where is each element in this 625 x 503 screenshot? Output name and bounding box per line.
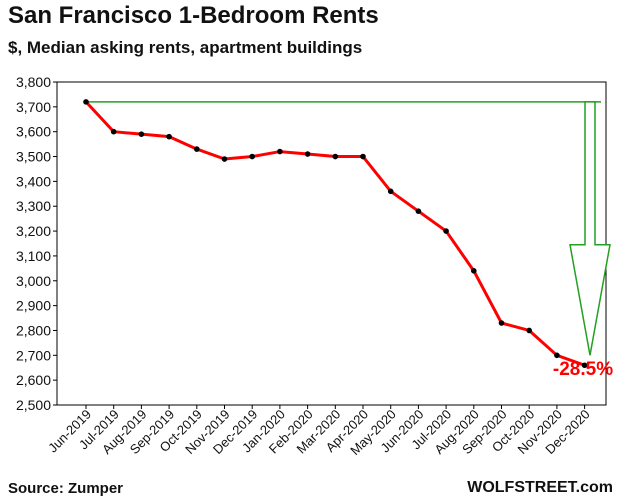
- data-point: [526, 327, 532, 334]
- data-point: [471, 268, 477, 274]
- data-point: [554, 352, 560, 359]
- data-point: [304, 151, 311, 157]
- y-tick-label: 2,700: [16, 347, 51, 363]
- y-tick-label: 2,500: [16, 397, 51, 413]
- data-point: [443, 228, 449, 234]
- data-point: [581, 362, 588, 369]
- chart-subtitle: $, Median asking rents, apartment buildi…: [8, 38, 363, 57]
- plot-frame: [56, 81, 607, 406]
- data-point: [277, 148, 283, 155]
- data-point: [249, 153, 255, 160]
- data-point: [166, 133, 172, 140]
- y-tick-label: 3,400: [16, 173, 51, 189]
- source-label: Source: Zumper: [8, 480, 124, 497]
- data-point: [138, 131, 145, 137]
- data-point: [498, 320, 505, 326]
- data-point: [83, 99, 89, 105]
- y-tick-label: 2,900: [16, 298, 51, 314]
- y-tick-label: 3,600: [16, 124, 51, 140]
- data-point: [221, 156, 228, 162]
- data-point: [387, 188, 394, 195]
- percent-change-label: -28.5%: [553, 359, 613, 380]
- data-point: [194, 146, 200, 152]
- y-tick-label: 3,700: [16, 99, 51, 115]
- drop-arrow: [569, 101, 611, 356]
- data-point: [415, 208, 422, 214]
- y-tick-label: 3,100: [16, 248, 51, 264]
- data-point: [360, 153, 366, 160]
- y-tick-label: 3,200: [16, 223, 51, 239]
- y-tick-label: 3,300: [16, 198, 51, 214]
- series-line: [84, 100, 586, 367]
- y-tick-label: 2,600: [16, 372, 51, 388]
- data-point: [332, 153, 339, 160]
- y-tick-label: 3,000: [16, 273, 51, 289]
- y-tick-label: 3,500: [16, 149, 51, 165]
- data-point: [110, 128, 117, 135]
- brand-label: WOLFSTREET.com: [467, 479, 613, 496]
- y-tick-label: 3,800: [16, 74, 51, 90]
- y-tick-label: 2,800: [16, 322, 51, 338]
- chart-title: San Francisco 1-Bedroom Rents: [8, 2, 379, 29]
